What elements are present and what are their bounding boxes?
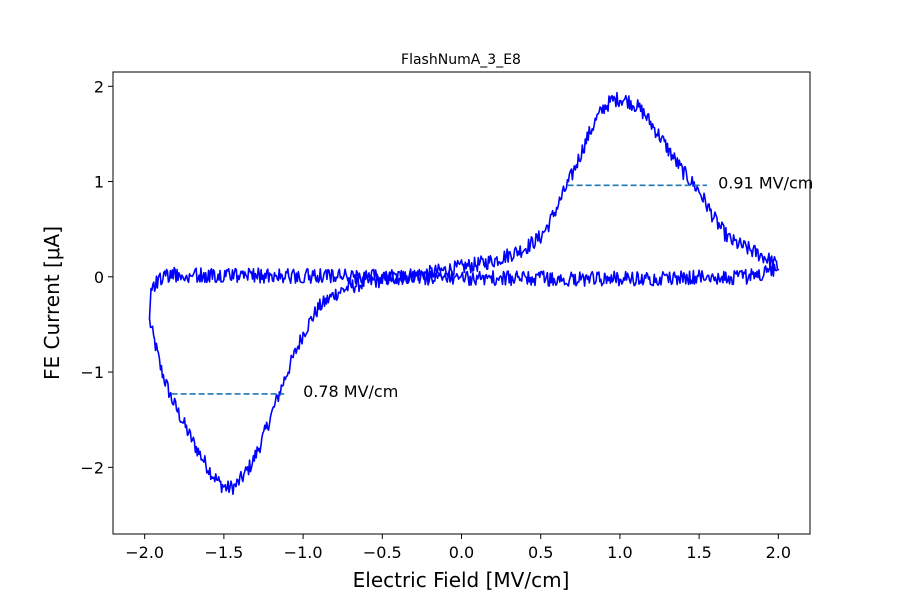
annotation-label: 0.78 MV/cm (303, 382, 398, 401)
x-tick-label: 2.0 (766, 543, 791, 562)
x-tick-label: 0.5 (528, 543, 553, 562)
axes-frame (112, 71, 811, 535)
x-tick-label: −0.5 (363, 543, 402, 562)
x-tick-label: −1.5 (204, 543, 243, 562)
y-tick-label: 2 (94, 77, 104, 96)
annotation-label: 0.91 MV/cm (718, 173, 813, 192)
y-axis: −2 −1 0 1 2 (80, 77, 113, 477)
x-axis-label: Electric Field [MV/cm] (353, 568, 570, 592)
x-tick-label: 1.0 (607, 543, 632, 562)
x-tick-label: 1.5 (686, 543, 711, 562)
y-tick-label: 1 (94, 173, 104, 192)
y-axis-label: FE Current [μA] (40, 226, 64, 380)
series-line (148, 91, 780, 496)
chart-title: FlashNumA_3_E8 (401, 52, 521, 68)
plot-area: 0.91 MV/cm 0.78 MV/cm (148, 91, 813, 496)
y-tick-label: −1 (80, 363, 104, 382)
x-tick-label: −2.0 (125, 543, 164, 562)
x-tick-label: 0.0 (449, 543, 474, 562)
y-tick-label: −2 (80, 458, 104, 477)
x-tick-label: −1.0 (284, 543, 323, 562)
x-axis: −2.0 −1.5 −1.0 −0.5 0.0 0.5 1.0 1.5 2.0 (125, 534, 791, 562)
y-tick-label: 0 (94, 268, 104, 287)
